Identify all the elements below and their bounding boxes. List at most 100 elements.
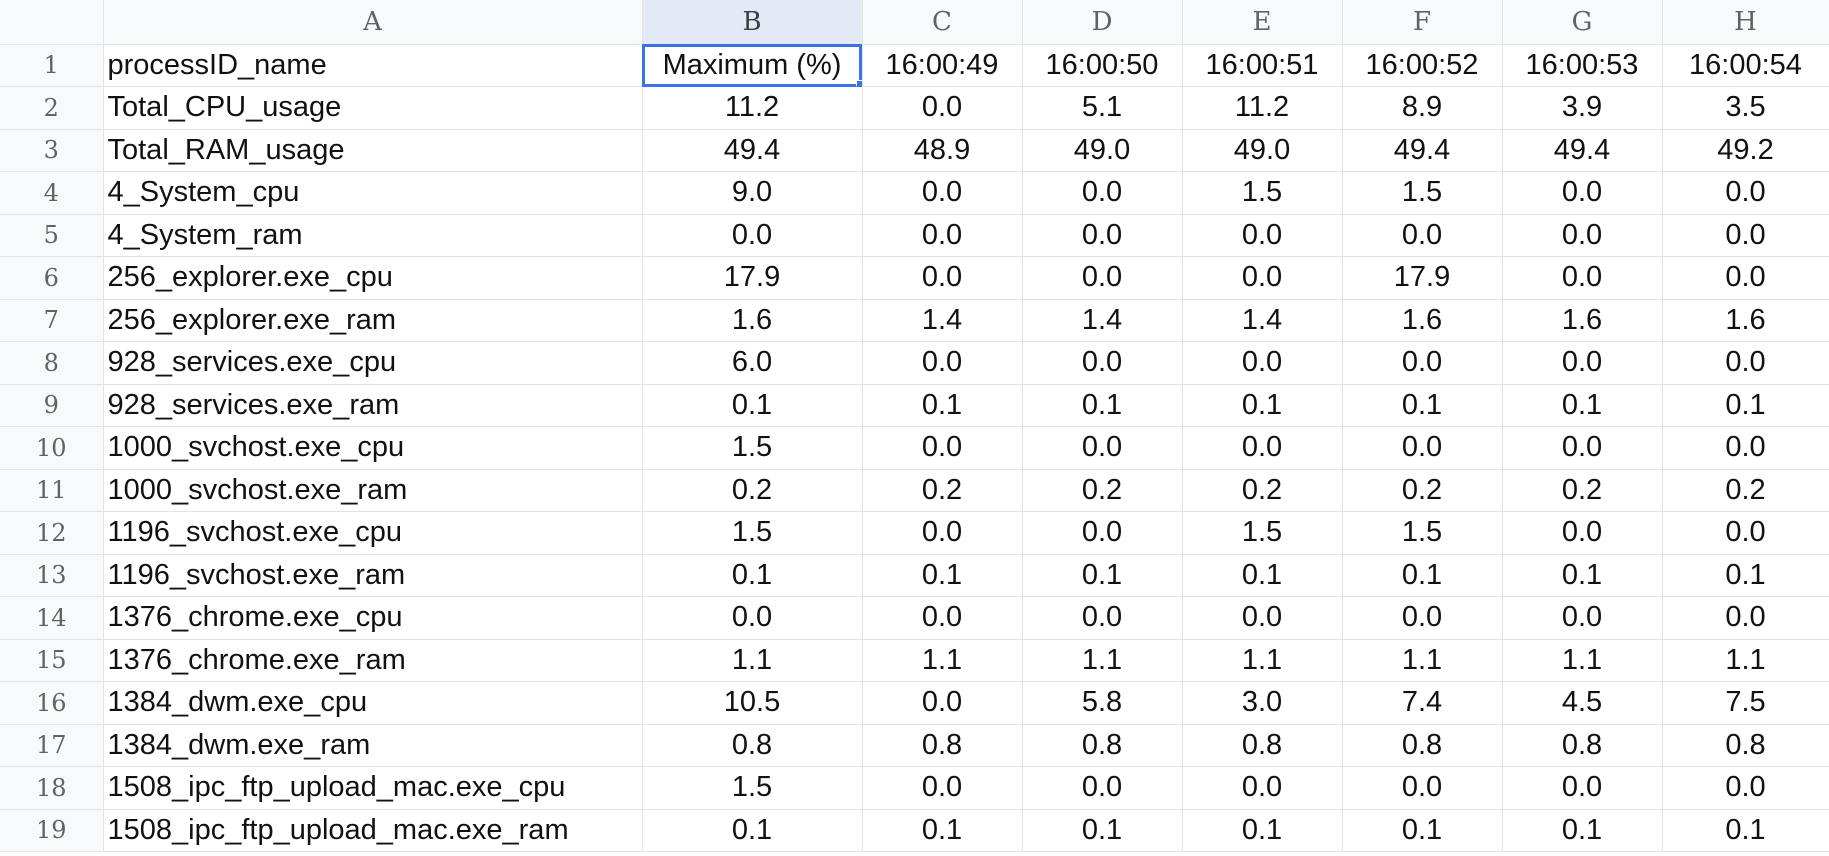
value-cell-h[interactable]: 0.1 [1662, 384, 1829, 427]
value-cell-g[interactable]: 0.0 [1502, 256, 1663, 300]
value-cell-g[interactable]: 0.1 [1502, 809, 1663, 852]
value-cell-f[interactable]: 0.0 [1342, 214, 1503, 257]
value-cell-c[interactable]: 0.0 [862, 426, 1023, 470]
value-cell-f[interactable]: 17.9 [1342, 256, 1503, 300]
value-cell-h[interactable]: 49.2 [1662, 129, 1829, 172]
value-cell-c[interactable]: 0.2 [862, 469, 1023, 512]
value-cell-g[interactable]: 0.0 [1502, 426, 1663, 470]
value-cell-d[interactable]: 1.4 [1022, 299, 1183, 342]
column-header-a[interactable]: A [103, 0, 643, 45]
value-cell-d[interactable]: 1.1 [1022, 639, 1183, 682]
value-cell-e[interactable]: 49.0 [1182, 129, 1343, 172]
value-cell-e[interactable]: 0.1 [1182, 554, 1343, 597]
value-cell-h[interactable]: 0.2 [1662, 469, 1829, 512]
value-cell-c[interactable]: 0.1 [862, 809, 1023, 852]
value-cell-e[interactable]: 0.1 [1182, 384, 1343, 427]
value-cell-g[interactable]: 0.0 [1502, 214, 1663, 257]
process-name-cell[interactable]: 1384_dwm.exe_ram [103, 724, 643, 767]
value-cell-c[interactable]: 0.0 [862, 86, 1023, 130]
cell-h1[interactable]: 16:00:54 [1662, 44, 1829, 87]
value-cell-g[interactable]: 1.6 [1502, 299, 1663, 342]
value-cell-d[interactable]: 0.0 [1022, 596, 1183, 640]
process-name-cell[interactable]: 928_services.exe_ram [103, 384, 643, 427]
value-cell-c[interactable]: 0.0 [862, 341, 1023, 385]
fill-handle[interactable] [855, 80, 861, 86]
value-cell-f[interactable]: 1.5 [1342, 511, 1503, 555]
value-cell-b[interactable]: 17.9 [642, 256, 863, 300]
value-cell-c[interactable]: 1.1 [862, 639, 1023, 682]
value-cell-c[interactable]: 0.0 [862, 511, 1023, 555]
value-cell-f[interactable]: 1.5 [1342, 171, 1503, 215]
value-cell-f[interactable]: 1.1 [1342, 639, 1503, 682]
process-name-cell[interactable]: 1384_dwm.exe_cpu [103, 681, 643, 725]
value-cell-b[interactable]: 1.6 [642, 299, 863, 342]
value-cell-g[interactable]: 0.1 [1502, 554, 1663, 597]
value-cell-h[interactable]: 0.8 [1662, 724, 1829, 767]
value-cell-f[interactable]: 1.6 [1342, 299, 1503, 342]
row-header[interactable]: 7 [0, 299, 104, 342]
column-header-e[interactable]: E [1182, 0, 1343, 45]
value-cell-h[interactable]: 0.1 [1662, 809, 1829, 852]
value-cell-f[interactable]: 0.0 [1342, 426, 1503, 470]
value-cell-b[interactable]: 0.1 [642, 554, 863, 597]
value-cell-e[interactable]: 1.5 [1182, 511, 1343, 555]
value-cell-g[interactable]: 0.0 [1502, 596, 1663, 640]
value-cell-f[interactable]: 0.8 [1342, 724, 1503, 767]
value-cell-f[interactable]: 7.4 [1342, 681, 1503, 725]
value-cell-d[interactable]: 0.0 [1022, 341, 1183, 385]
value-cell-c[interactable]: 0.0 [862, 214, 1023, 257]
value-cell-f[interactable]: 0.0 [1342, 766, 1503, 810]
cell-a1[interactable]: processID_name [103, 44, 643, 87]
process-name-cell[interactable]: 1196_svchost.exe_cpu [103, 511, 643, 555]
value-cell-c[interactable]: 0.1 [862, 554, 1023, 597]
value-cell-f[interactable]: 0.0 [1342, 596, 1503, 640]
value-cell-b[interactable]: 1.5 [642, 426, 863, 470]
process-name-cell[interactable]: 1000_svchost.exe_cpu [103, 426, 643, 470]
value-cell-b[interactable]: 10.5 [642, 681, 863, 725]
value-cell-g[interactable]: 0.2 [1502, 469, 1663, 512]
value-cell-c[interactable]: 1.4 [862, 299, 1023, 342]
value-cell-d[interactable]: 0.0 [1022, 214, 1183, 257]
value-cell-d[interactable]: 5.8 [1022, 681, 1183, 725]
value-cell-h[interactable]: 3.5 [1662, 86, 1829, 130]
column-header-b[interactable]: B [642, 0, 863, 45]
value-cell-h[interactable]: 0.0 [1662, 214, 1829, 257]
process-name-cell[interactable]: 1376_chrome.exe_cpu [103, 596, 643, 640]
row-header[interactable]: 5 [0, 214, 104, 257]
value-cell-b[interactable]: 1.5 [642, 511, 863, 555]
value-cell-b[interactable]: 0.1 [642, 809, 863, 852]
value-cell-e[interactable]: 0.0 [1182, 596, 1343, 640]
column-header-h[interactable]: H [1662, 0, 1829, 45]
value-cell-g[interactable]: 49.4 [1502, 129, 1663, 172]
value-cell-d[interactable]: 0.8 [1022, 724, 1183, 767]
value-cell-b[interactable]: 9.0 [642, 171, 863, 215]
row-header[interactable]: 16 [0, 681, 104, 725]
value-cell-d[interactable]: 49.0 [1022, 129, 1183, 172]
value-cell-g[interactable]: 0.1 [1502, 384, 1663, 427]
value-cell-g[interactable]: 0.8 [1502, 724, 1663, 767]
select-all-corner[interactable] [0, 0, 104, 45]
value-cell-h[interactable]: 0.0 [1662, 341, 1829, 385]
value-cell-e[interactable]: 0.8 [1182, 724, 1343, 767]
value-cell-d[interactable]: 0.1 [1022, 384, 1183, 427]
value-cell-c[interactable]: 0.0 [862, 766, 1023, 810]
value-cell-g[interactable]: 4.5 [1502, 681, 1663, 725]
value-cell-g[interactable]: 3.9 [1502, 86, 1663, 130]
value-cell-f[interactable]: 0.1 [1342, 384, 1503, 427]
row-header[interactable]: 12 [0, 511, 104, 555]
process-name-cell[interactable]: 1508_ipc_ftp_upload_mac.exe_cpu [103, 766, 643, 810]
cell-f1[interactable]: 16:00:52 [1342, 44, 1503, 87]
row-header[interactable]: 9 [0, 384, 104, 427]
row-header[interactable]: 3 [0, 129, 104, 172]
value-cell-e[interactable]: 1.4 [1182, 299, 1343, 342]
value-cell-b[interactable]: 0.0 [642, 214, 863, 257]
value-cell-e[interactable]: 1.5 [1182, 171, 1343, 215]
value-cell-c[interactable]: 0.0 [862, 596, 1023, 640]
value-cell-f[interactable]: 0.1 [1342, 554, 1503, 597]
process-name-cell[interactable]: 1000_svchost.exe_ram [103, 469, 643, 512]
row-header[interactable]: 6 [0, 256, 104, 300]
value-cell-h[interactable]: 1.1 [1662, 639, 1829, 682]
value-cell-d[interactable]: 0.2 [1022, 469, 1183, 512]
process-name-cell[interactable]: 4_System_ram [103, 214, 643, 257]
